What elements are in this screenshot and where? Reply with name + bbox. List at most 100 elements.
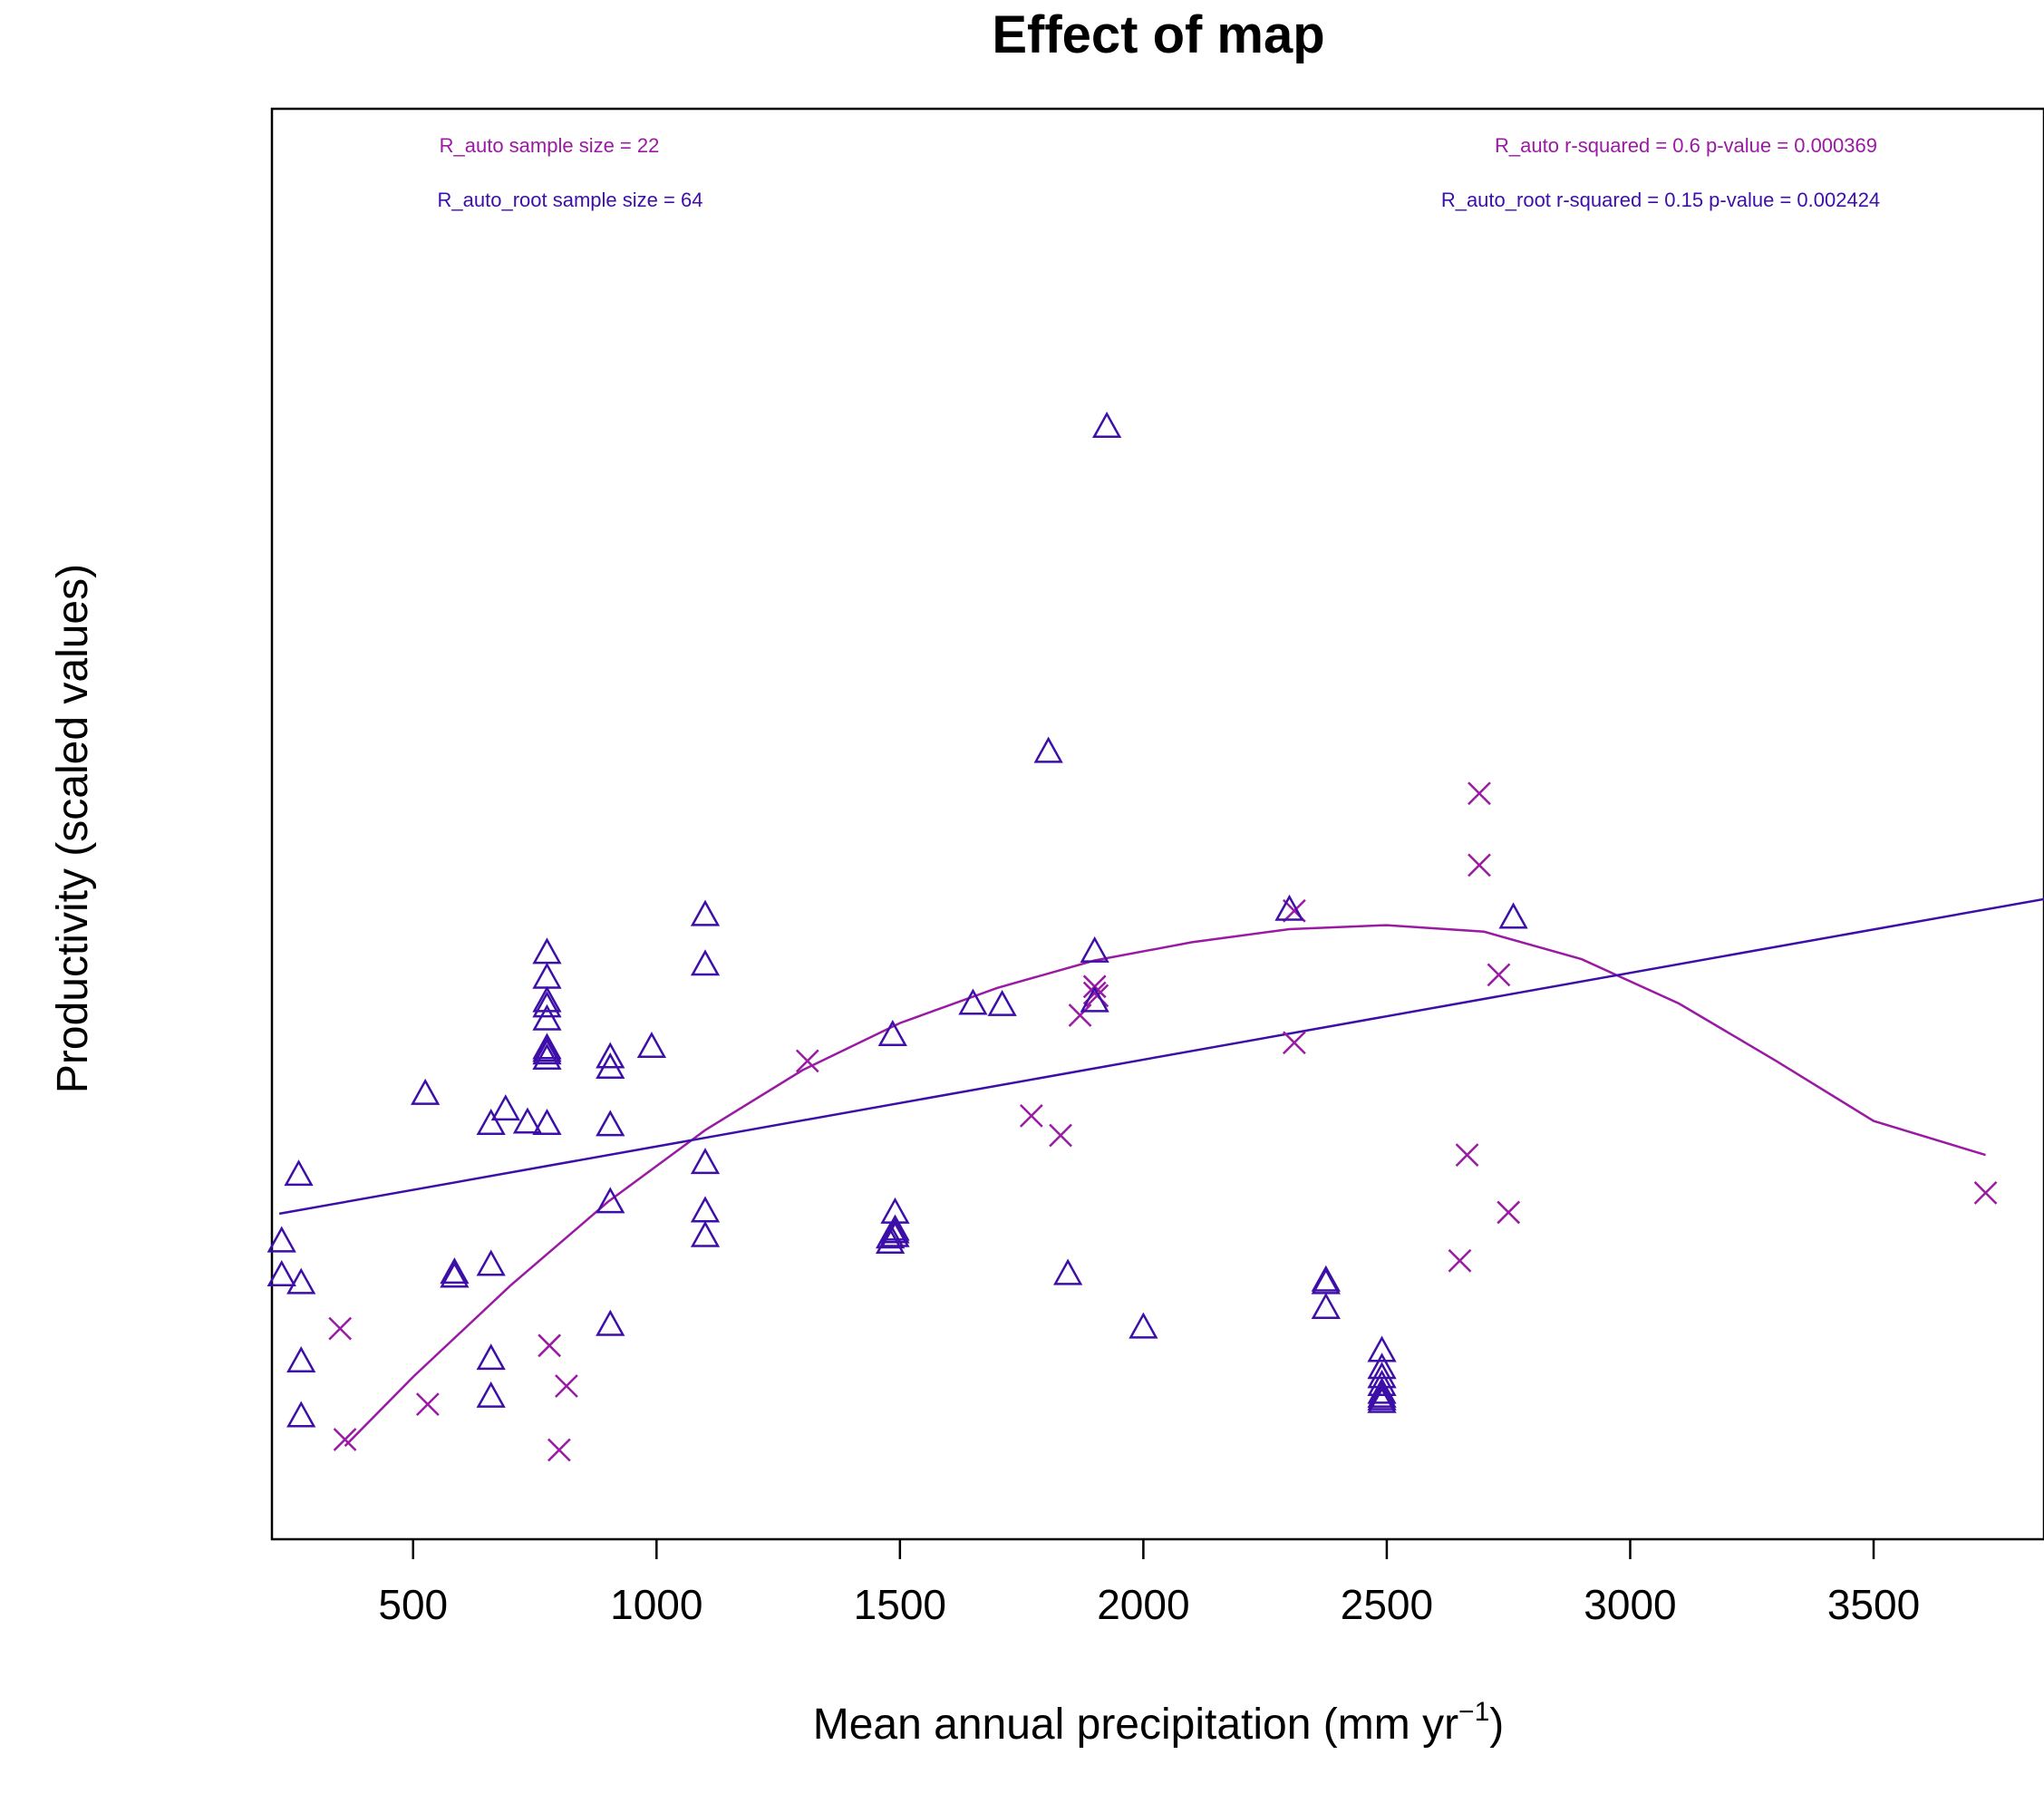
point-r-auto-root [1053, 1258, 1083, 1285]
x-tick-label: 2500 [1341, 1581, 1433, 1628]
x-axis-label-superscript: −1 [1458, 1697, 1489, 1727]
point-r-auto [1085, 984, 1109, 1008]
point-r-auto-root [1311, 1265, 1341, 1292]
x-axis: 500 1000 1500 2000 2500 3000 3500 [378, 1539, 1920, 1628]
point-r-auto-root [440, 1257, 470, 1285]
point-r-auto-root [476, 1381, 506, 1408]
point-r-auto-root [1129, 1312, 1158, 1339]
x-axis-label: Mean annual precipitation (mm yr−1) [813, 1697, 1505, 1749]
fit-lines [278, 897, 2044, 1448]
x-tick-label: 1000 [610, 1581, 702, 1628]
point-r-auto-root [532, 985, 562, 1013]
point-r-auto [1487, 963, 1511, 987]
point-r-auto [555, 1374, 578, 1398]
point-r-auto-root [532, 1042, 562, 1070]
point-r-auto [328, 1316, 353, 1341]
point-r-auto-root [286, 1401, 316, 1428]
point-r-auto-root [532, 1003, 562, 1031]
point-r-auto-root [1367, 1362, 1397, 1389]
point-r-auto-root [286, 1346, 316, 1373]
point-r-auto-root [880, 1214, 910, 1241]
point-r-auto-root [476, 1108, 506, 1135]
data-points [266, 411, 1998, 1462]
point-r-auto-root [476, 1249, 506, 1276]
point-r-auto-root [266, 1259, 296, 1287]
point-r-auto-root [877, 1020, 907, 1047]
point-r-auto [538, 1333, 562, 1358]
point-r-auto [1455, 1143, 1479, 1167]
point-r-auto-root [512, 1107, 543, 1134]
x-tick-label: 3000 [1584, 1581, 1676, 1628]
point-r-auto-root [1367, 1377, 1397, 1404]
point-r-auto-root [286, 1267, 316, 1294]
point-r-auto-root [1311, 1292, 1341, 1320]
point-r-auto-root [690, 949, 721, 976]
point-r-auto-root [690, 1148, 721, 1175]
point-r-auto-root [596, 1052, 625, 1080]
point-r-auto [1068, 1003, 1092, 1027]
point-r-auto-root [532, 962, 562, 989]
point-r-auto-root [690, 1196, 721, 1223]
point-r-auto-root [690, 899, 721, 926]
fit-line-r-auto [344, 924, 1986, 1448]
x-tick-label: 3500 [1827, 1581, 1920, 1628]
point-r-auto [1049, 1123, 1072, 1148]
point-r-auto-root [596, 1309, 625, 1336]
point-r-auto-root [266, 1226, 296, 1253]
x-tick-label: 500 [378, 1581, 448, 1628]
point-r-auto [1448, 1248, 1472, 1273]
point-r-auto [1468, 781, 1491, 806]
x-tick-label: 2000 [1097, 1581, 1189, 1628]
auto-regression-stats: R_auto r-squared = 0.6 p-value = 0.00036… [1495, 134, 1877, 157]
point-r-auto [547, 1438, 571, 1462]
point-r-auto-root [1367, 1383, 1397, 1411]
point-r-auto-root [880, 1217, 910, 1244]
point-r-auto-root [596, 1110, 625, 1137]
root-regression-stats: R_auto_root r-squared = 0.15 p-value = 0… [1441, 189, 1880, 211]
point-r-auto-root [532, 991, 562, 1018]
point-r-auto-root [532, 1038, 562, 1065]
auto-sample-size: R_auto sample size = 22 [440, 134, 660, 157]
y-axis-label: Productivity (scaled values) [49, 564, 97, 1093]
point-r-auto-root [880, 1197, 910, 1224]
point-r-auto-root [636, 1031, 667, 1059]
point-r-auto-root [1367, 1386, 1397, 1413]
point-r-auto-root [1080, 985, 1109, 1013]
point-r-auto-root [596, 1187, 625, 1214]
point-r-auto [333, 1428, 357, 1451]
point-r-auto [1019, 1103, 1043, 1128]
point-r-auto [795, 1049, 819, 1073]
point-r-auto-root [958, 988, 988, 1015]
point-r-auto-root [1367, 1335, 1397, 1362]
point-r-auto-root [1033, 736, 1063, 763]
point-r-auto-root [490, 1094, 520, 1121]
point-r-auto-root [532, 1108, 562, 1135]
chart-title: Effect of map [992, 5, 1324, 64]
point-r-auto [1497, 1200, 1521, 1225]
point-r-auto-root [987, 989, 1017, 1016]
plot-frame [270, 107, 2044, 1541]
point-r-auto-root [1367, 1381, 1397, 1408]
point-r-auto [1282, 1031, 1306, 1055]
point-r-auto-root [596, 1042, 625, 1069]
fit-line-r-auto-root [278, 897, 2044, 1216]
point-r-auto [1468, 853, 1491, 877]
point-r-auto-root [1498, 902, 1528, 929]
point-r-auto-root [1274, 894, 1304, 921]
point-r-auto-root [1080, 936, 1109, 963]
point-r-auto-root [1367, 1369, 1397, 1396]
point-r-auto-root [411, 1078, 441, 1105]
point-r-auto-root [532, 1033, 562, 1060]
point-r-auto-root [532, 1035, 562, 1062]
point-r-auto-root [440, 1261, 470, 1288]
point-r-auto-root [690, 1220, 721, 1247]
x-tick-label: 1500 [854, 1581, 946, 1628]
point-r-auto-root [284, 1159, 314, 1187]
point-r-auto [415, 1392, 440, 1417]
root-sample-size: R_auto_root sample size = 64 [438, 189, 703, 211]
point-r-auto-root [476, 1343, 506, 1371]
point-r-auto [1973, 1180, 1998, 1205]
point-r-auto-root [532, 937, 562, 965]
point-r-auto-root [880, 1220, 910, 1247]
